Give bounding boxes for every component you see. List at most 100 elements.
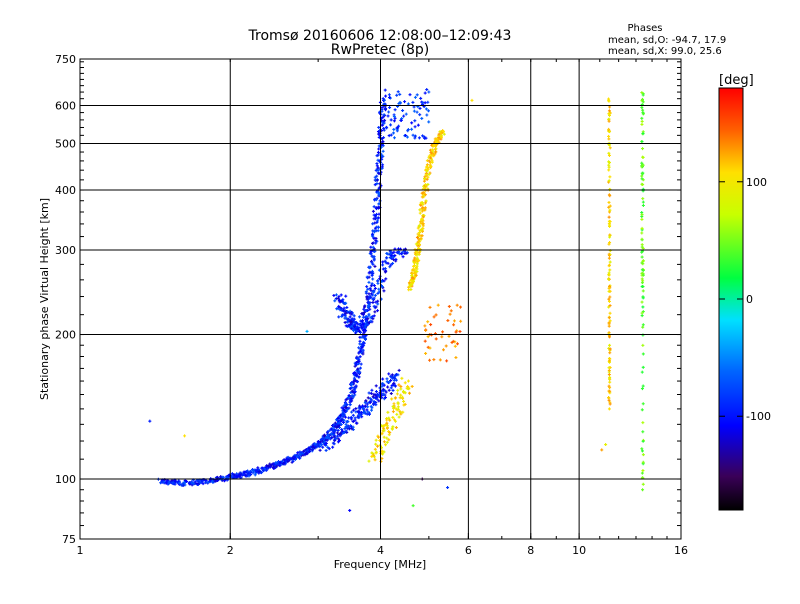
data-point bbox=[343, 427, 347, 431]
data-point bbox=[164, 481, 168, 485]
data-point bbox=[381, 387, 385, 391]
data-point bbox=[608, 319, 612, 323]
data-point bbox=[607, 407, 611, 411]
data-point bbox=[608, 289, 612, 293]
data-point bbox=[640, 116, 644, 120]
data-point bbox=[344, 422, 348, 426]
data-point bbox=[351, 395, 355, 399]
data-point bbox=[390, 373, 394, 377]
data-point bbox=[343, 404, 347, 408]
data-point bbox=[641, 453, 645, 457]
data-point bbox=[361, 348, 365, 352]
data-point bbox=[246, 472, 250, 476]
data-point bbox=[327, 447, 331, 451]
data-point bbox=[387, 416, 391, 420]
data-point bbox=[340, 406, 344, 410]
data-point bbox=[177, 481, 181, 485]
data-point bbox=[322, 434, 326, 438]
data-point bbox=[381, 377, 385, 381]
data-point bbox=[381, 115, 385, 119]
data-point bbox=[404, 133, 408, 137]
data-point bbox=[374, 390, 378, 394]
data-point bbox=[441, 330, 445, 334]
data-point bbox=[368, 266, 372, 270]
data-point bbox=[428, 305, 432, 309]
data-point bbox=[296, 451, 300, 455]
data-point bbox=[641, 110, 645, 114]
data-point bbox=[419, 203, 423, 207]
data-point bbox=[185, 480, 189, 484]
tick-marks-layer bbox=[79, 59, 682, 539]
data-point bbox=[349, 416, 353, 420]
data-point bbox=[374, 401, 378, 405]
data-point bbox=[369, 295, 373, 299]
data-point bbox=[251, 469, 255, 473]
data-point bbox=[376, 309, 380, 313]
data-point bbox=[387, 372, 391, 376]
data-point bbox=[429, 323, 433, 327]
data-point bbox=[332, 442, 336, 446]
data-point bbox=[372, 304, 376, 308]
data-point bbox=[421, 215, 425, 219]
data-point bbox=[347, 323, 351, 327]
data-point bbox=[260, 466, 264, 470]
data-point bbox=[344, 405, 348, 409]
data-point bbox=[215, 475, 219, 479]
data-point bbox=[353, 364, 357, 368]
data-point bbox=[358, 404, 362, 408]
data-point bbox=[372, 205, 376, 209]
data-point bbox=[382, 450, 386, 454]
data-point bbox=[338, 413, 342, 417]
data-point bbox=[391, 388, 395, 392]
data-point bbox=[640, 447, 644, 451]
data-point bbox=[374, 300, 378, 304]
data-point bbox=[434, 313, 438, 317]
data-point bbox=[377, 125, 381, 129]
data-point bbox=[372, 236, 376, 240]
data-point bbox=[372, 290, 376, 294]
data-point bbox=[640, 217, 644, 221]
data-point bbox=[641, 155, 645, 159]
data-point bbox=[371, 293, 375, 297]
data-point bbox=[423, 206, 427, 210]
data-point bbox=[420, 201, 424, 205]
data-point bbox=[608, 204, 612, 208]
data-point bbox=[432, 154, 436, 158]
data-point bbox=[429, 151, 433, 155]
data-point bbox=[434, 337, 438, 341]
data-point bbox=[371, 395, 375, 399]
data-point bbox=[640, 387, 644, 391]
data-point bbox=[417, 246, 421, 250]
data-point bbox=[376, 279, 380, 283]
data-point bbox=[387, 93, 391, 97]
data-point bbox=[382, 126, 386, 130]
data-point bbox=[608, 389, 612, 393]
data-point bbox=[374, 305, 378, 309]
data-point bbox=[304, 451, 308, 455]
data-point bbox=[382, 383, 386, 387]
data-point bbox=[357, 330, 361, 334]
data-point bbox=[425, 88, 429, 92]
data-point bbox=[339, 422, 343, 426]
data-point bbox=[640, 105, 644, 109]
data-point bbox=[352, 376, 356, 380]
data-point bbox=[428, 358, 432, 362]
data-point bbox=[608, 260, 612, 264]
data-point bbox=[423, 193, 427, 197]
data-point bbox=[608, 146, 612, 150]
data-point bbox=[446, 319, 450, 323]
data-point bbox=[452, 323, 456, 327]
data-point bbox=[372, 453, 376, 457]
data-point bbox=[384, 443, 388, 447]
data-point bbox=[436, 303, 440, 307]
data-point bbox=[382, 128, 386, 132]
data-point bbox=[640, 261, 644, 265]
data-point bbox=[608, 351, 612, 355]
data-point bbox=[367, 303, 371, 307]
data-point bbox=[367, 292, 371, 296]
data-point bbox=[391, 410, 395, 414]
data-point bbox=[392, 382, 396, 386]
data-point bbox=[350, 389, 354, 393]
data-point bbox=[366, 287, 370, 291]
data-point bbox=[321, 445, 325, 449]
